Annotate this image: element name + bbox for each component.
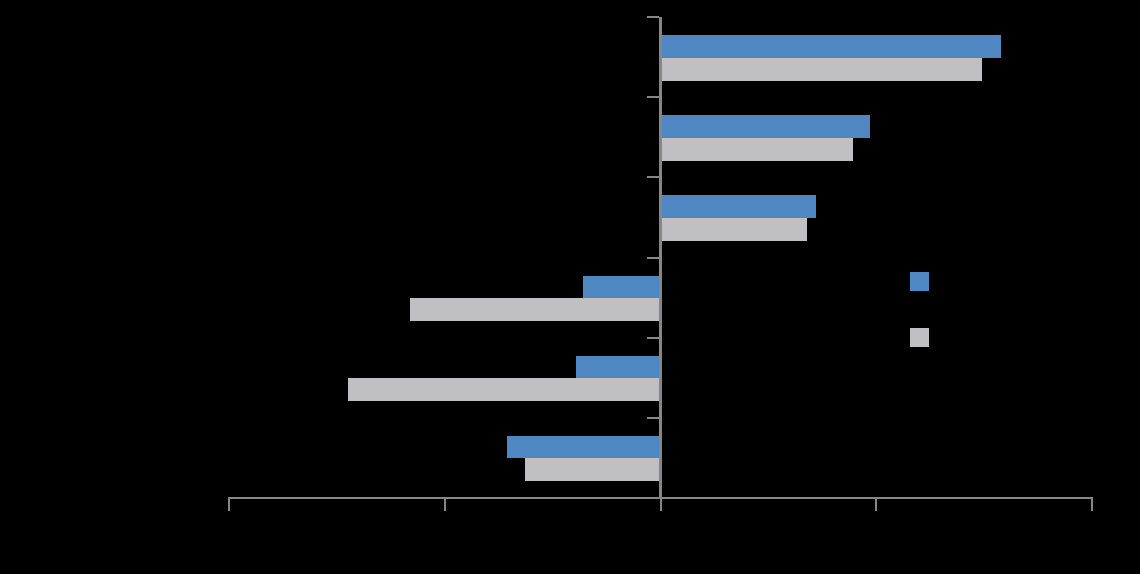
x-axis-tick [1091,498,1093,511]
y-axis-tick [647,16,660,18]
bar-series2-category5 [347,378,661,402]
legend-swatch-series2 [910,328,929,347]
x-axis-tick [228,498,230,511]
bar-series2-category1 [660,57,982,81]
bar-series1-category5 [576,355,661,379]
bar-series1-category1 [660,35,1002,58]
bar-series1-category6 [507,435,661,459]
bar-series2-category6 [524,458,661,482]
x-axis-tick [443,498,446,511]
y-axis-tick [647,416,660,419]
bar-series1-category2 [660,115,870,138]
x-axis-tick [659,498,662,511]
y-axis-line [659,17,662,498]
y-axis-tick [647,96,660,99]
bar-series1-category3 [660,195,816,218]
bar-series2-category4 [410,298,661,321]
x-axis-tick [875,498,878,511]
bar-series2-category2 [660,137,853,161]
y-axis-tick [647,176,660,179]
y-axis-tick [647,256,660,259]
bar-series2-category3 [660,217,808,241]
bar-series1-category4 [582,275,661,298]
y-axis-tick [647,336,660,339]
legend-swatch-series1 [910,272,929,291]
